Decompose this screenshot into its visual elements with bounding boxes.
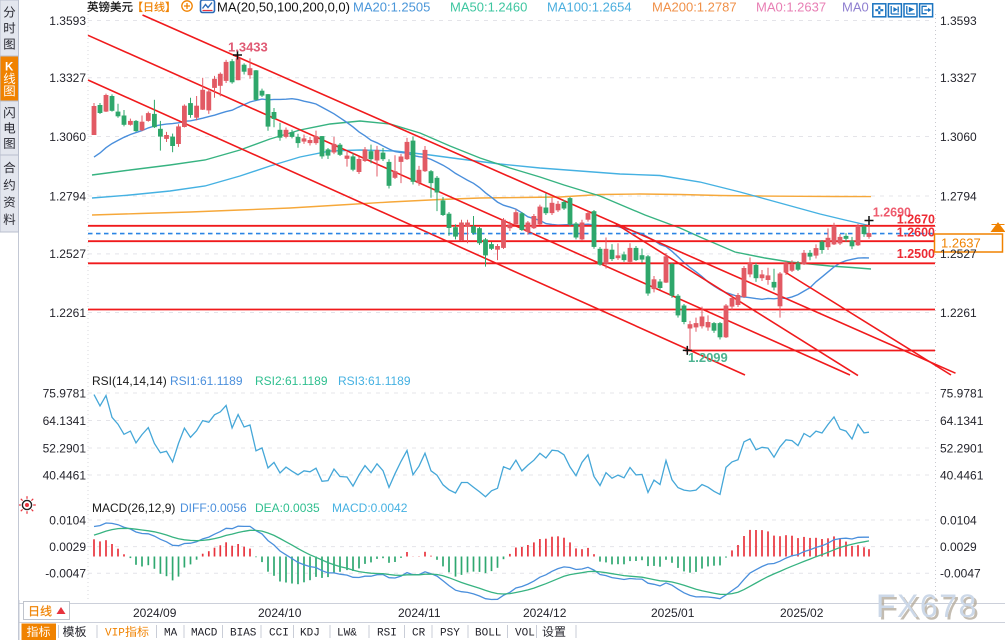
svg-text:2025/01: 2025/01 <box>651 606 695 620</box>
svg-text:1.2099: 1.2099 <box>688 350 728 365</box>
svg-text:1.2637: 1.2637 <box>941 236 981 251</box>
svg-text:FX678: FX678 <box>879 591 981 627</box>
svg-text:1.2261: 1.2261 <box>49 306 86 320</box>
svg-text:FX678: FX678 <box>876 588 978 624</box>
svg-text:40.4461: 40.4461 <box>43 468 87 482</box>
svg-text:RSI: RSI <box>377 628 397 640</box>
svg-text:MA100:1.2654: MA100:1.2654 <box>547 0 632 15</box>
svg-text:0.0104: 0.0104 <box>940 513 977 527</box>
svg-text:1.3593: 1.3593 <box>49 14 86 28</box>
svg-text:VOL: VOL <box>515 628 535 640</box>
svg-text:PSY: PSY <box>440 628 460 640</box>
svg-text:CCI: CCI <box>269 628 289 640</box>
svg-text:MA50:1.2460: MA50:1.2460 <box>450 0 527 15</box>
svg-text:1.3327: 1.3327 <box>49 71 86 85</box>
svg-text:1.2690: 1.2690 <box>873 206 911 220</box>
svg-text:-0.0047: -0.0047 <box>45 567 86 581</box>
svg-text:1.2527: 1.2527 <box>49 247 86 261</box>
svg-text:40.4461: 40.4461 <box>940 468 984 482</box>
svg-text:1.2500: 1.2500 <box>897 247 935 261</box>
svg-text:LW&: LW& <box>337 628 357 640</box>
svg-text:K: K <box>5 61 14 73</box>
svg-text:75.9781: 75.9781 <box>43 386 87 400</box>
svg-text:1.2600: 1.2600 <box>897 226 935 240</box>
svg-text:MA(20,50,100,200,0,0): MA(20,50,100,200,0,0) <box>217 0 350 15</box>
svg-text:52.2901: 52.2901 <box>43 441 87 455</box>
svg-text:1.3593: 1.3593 <box>940 14 977 28</box>
svg-text:2024/10: 2024/10 <box>258 606 302 620</box>
svg-text:1.2794: 1.2794 <box>940 189 977 203</box>
svg-text:MA20:1.2505: MA20:1.2505 <box>353 0 430 15</box>
svg-text:1.2794: 1.2794 <box>49 189 86 203</box>
svg-text:75.9781: 75.9781 <box>940 386 984 400</box>
svg-text:1.3060: 1.3060 <box>940 130 977 144</box>
svg-text:MACD:0.0042: MACD:0.0042 <box>332 501 408 515</box>
svg-text:MACD(26,12,9): MACD(26,12,9) <box>92 501 175 515</box>
svg-text:CR: CR <box>412 628 426 640</box>
svg-text:MA0:1.2637: MA0:1.2637 <box>756 0 826 15</box>
svg-text:DIFF:0.0056: DIFF:0.0056 <box>180 501 247 515</box>
svg-text:64.1341: 64.1341 <box>940 414 984 428</box>
svg-text:RSI3:61.1189: RSI3:61.1189 <box>338 374 411 388</box>
svg-text:0.0029: 0.0029 <box>49 540 86 554</box>
svg-text:1.3327: 1.3327 <box>940 71 977 85</box>
svg-text:2025/02: 2025/02 <box>780 606 824 620</box>
svg-text:MA0: MA0 <box>842 0 869 15</box>
svg-text:RSI(14,14,14): RSI(14,14,14) <box>92 374 167 388</box>
svg-text:2024/12: 2024/12 <box>523 606 567 620</box>
svg-text:2024/09: 2024/09 <box>133 606 177 620</box>
svg-text:2024/11: 2024/11 <box>398 606 441 620</box>
svg-text:64.1341: 64.1341 <box>43 414 87 428</box>
svg-text:1.2261: 1.2261 <box>940 306 977 320</box>
svg-text:1.3433: 1.3433 <box>228 40 268 55</box>
svg-text:-0.0047: -0.0047 <box>940 567 981 581</box>
svg-text:1.2527: 1.2527 <box>940 247 977 261</box>
svg-text:BIAS: BIAS <box>230 628 257 640</box>
svg-text:DEA:0.0035: DEA:0.0035 <box>255 501 320 515</box>
svg-text:KDJ: KDJ <box>300 628 320 640</box>
svg-text:MACD: MACD <box>191 628 218 640</box>
svg-text:BOLL: BOLL <box>475 628 501 640</box>
svg-text:MA: MA <box>164 628 178 640</box>
svg-text:RSI2:61.1189: RSI2:61.1189 <box>255 374 328 388</box>
svg-text:1.2670: 1.2670 <box>897 213 935 227</box>
svg-text:MA200:1.2787: MA200:1.2787 <box>652 0 737 15</box>
svg-text:RSI1:61.1189: RSI1:61.1189 <box>170 374 243 388</box>
svg-text:1.3060: 1.3060 <box>49 130 86 144</box>
svg-text:0.0029: 0.0029 <box>940 540 977 554</box>
svg-text:0.0104: 0.0104 <box>49 513 86 527</box>
svg-text:VIP: VIP <box>105 628 125 640</box>
svg-text:52.2901: 52.2901 <box>940 441 984 455</box>
